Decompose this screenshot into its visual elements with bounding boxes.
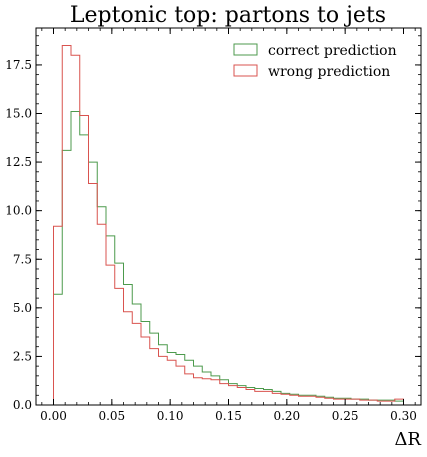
y-tick-label: 10.0 [5, 204, 32, 218]
y-tick-label: 17.5 [5, 58, 32, 72]
x-tick-label: 0.20 [273, 409, 300, 423]
x-tick-label: 0.00 [40, 409, 67, 423]
plot-area: 0.00 0.05 0.10 0.15 0.20 0.25 0.30 0.0 2.5 5.0 7.5… [5, 27, 422, 423]
y-tick-label: 7.5 [13, 252, 32, 266]
x-tick-label: 0.10 [157, 409, 184, 423]
legend-label-correct: correct prediction [268, 43, 397, 59]
y-tick-label: 0.0 [13, 398, 32, 412]
chart-title: Leptonic top: partons to jets [70, 3, 386, 28]
x-tick-label: 0.30 [390, 409, 417, 423]
x-tick-label: 0.15 [215, 409, 242, 423]
x-tick-label: 0.25 [332, 409, 359, 423]
y-tick-label: 12.5 [5, 155, 32, 169]
y-tick-label: 15.0 [5, 107, 32, 121]
legend-swatch-wrong [233, 64, 258, 77]
x-tick-label: 0.05 [98, 409, 125, 423]
plot-frame [35, 27, 422, 406]
y-tick-label: 2.5 [13, 349, 32, 363]
legend-label-wrong: wrong prediction [268, 64, 390, 80]
y-tick-label: 5.0 [13, 301, 32, 315]
legend: correct prediction wrong prediction [233, 43, 397, 80]
x-axis-label: ΔR [394, 429, 421, 450]
series-wrong-step-line [53, 44, 404, 405]
legend-swatch-correct [233, 43, 258, 56]
